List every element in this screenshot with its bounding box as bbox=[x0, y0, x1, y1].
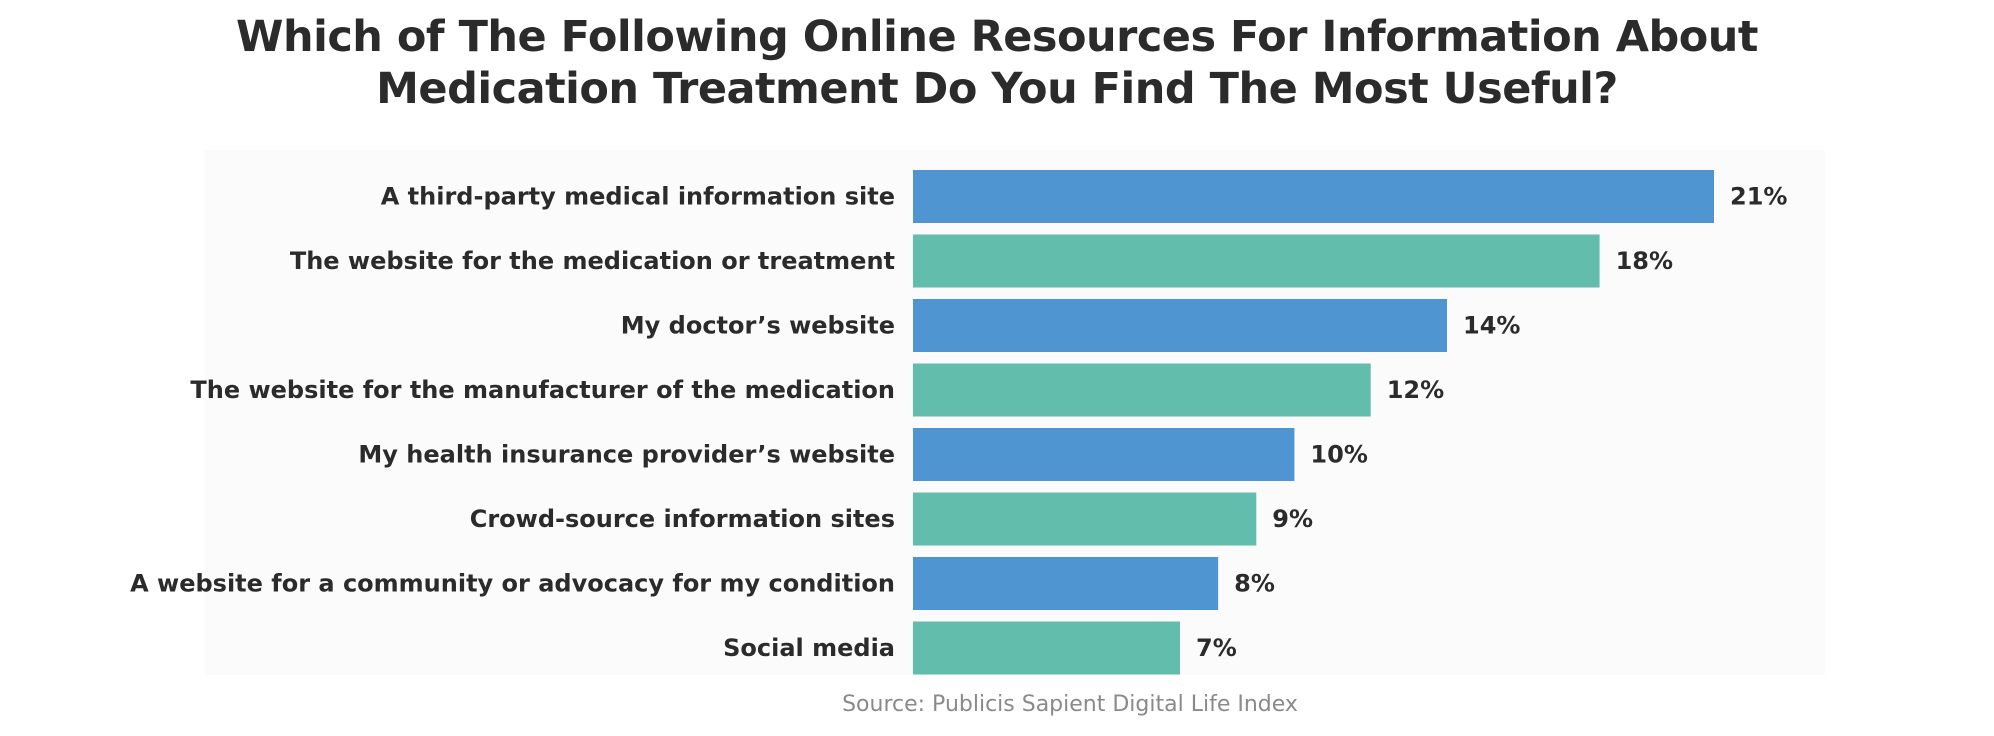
source-note: Source: Publicis Sapient Digital Life In… bbox=[842, 692, 1298, 717]
chart-title-line-1: Which of The Following Online Resources … bbox=[236, 12, 1758, 62]
category-label-3: My doctor’s website bbox=[621, 312, 895, 340]
bar-8 bbox=[913, 621, 1180, 675]
category-label-1: A third-party medical information site bbox=[381, 183, 895, 211]
bar-3 bbox=[913, 299, 1447, 352]
bar-5 bbox=[913, 428, 1295, 481]
category-label-2: The website for the medication or treatm… bbox=[290, 247, 895, 275]
value-label-5: 10% bbox=[1310, 441, 1367, 469]
value-label-1: 21% bbox=[1730, 183, 1787, 211]
category-label-8: Social media bbox=[723, 634, 895, 662]
category-label-7: A website for a community or advocacy fo… bbox=[130, 570, 895, 598]
value-label-4: 12% bbox=[1387, 376, 1444, 404]
chart-title-line-2: Medication Treatment Do You Find The Mos… bbox=[376, 64, 1618, 114]
value-label-3: 14% bbox=[1463, 312, 1520, 340]
bar-7 bbox=[913, 557, 1219, 610]
bar-6 bbox=[913, 492, 1257, 546]
category-label-5: My health insurance provider’s website bbox=[358, 441, 895, 469]
category-label-6: Crowd-source information sites bbox=[470, 505, 895, 533]
value-label-7: 8% bbox=[1234, 570, 1275, 598]
bar-2 bbox=[913, 234, 1600, 288]
value-label-6: 9% bbox=[1272, 505, 1313, 533]
bar-1 bbox=[913, 170, 1714, 223]
bar-4 bbox=[913, 363, 1371, 417]
value-label-2: 18% bbox=[1616, 247, 1673, 275]
bars-group: A third-party medical information site 21… bbox=[130, 170, 1787, 675]
category-label-4: The website for the manufacturer of the … bbox=[190, 376, 895, 404]
value-label-8: 7% bbox=[1196, 634, 1237, 662]
